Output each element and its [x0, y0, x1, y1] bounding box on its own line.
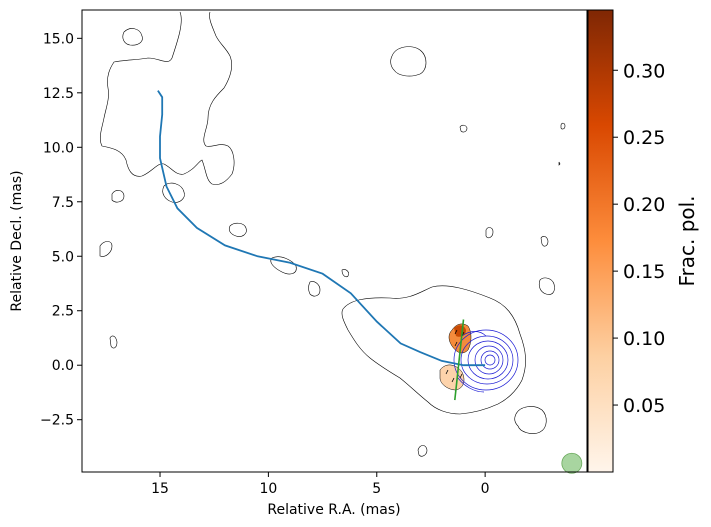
- outer-contours: [99, 11, 566, 457]
- x-tick-label: 15: [151, 481, 169, 497]
- blob-contour: [162, 182, 185, 203]
- blob-contour: [538, 277, 555, 295]
- colorbar-tick-label: 0.25: [623, 127, 665, 149]
- blob-contour: [308, 281, 321, 297]
- y-tick-label: 0.0: [52, 358, 74, 374]
- colorbar-tick-label: 0.05: [623, 395, 665, 417]
- core-contour: [341, 285, 526, 415]
- plot-frame: [81, 9, 588, 473]
- blob-contour: [99, 241, 113, 257]
- blob-contour: [390, 46, 427, 77]
- y-tick-label: 7.5: [52, 195, 74, 211]
- polarization-axis-line: [454, 319, 465, 401]
- blob-contour: [558, 161, 561, 166]
- evpa-ticks: [445, 329, 465, 383]
- y-tick-label: 12.5: [43, 86, 74, 102]
- colorbar-tick-label: 0.10: [623, 328, 665, 350]
- inner-contours: [453, 329, 519, 393]
- beam-ellipse: [561, 452, 583, 474]
- x-tick-label: 5: [372, 481, 381, 497]
- blob-contour: [485, 227, 494, 239]
- blob-contour: [111, 190, 125, 203]
- colorbar-title: Frac. pol.: [675, 195, 699, 286]
- y-tick-label: −2.5: [40, 413, 74, 429]
- y-tick-label: 2.5: [52, 304, 74, 320]
- y-axis: −2.5 0.0 2.5 5.0 7.5 10.0 12.5 15.0: [40, 31, 82, 429]
- y-tick-label: 10.0: [43, 140, 74, 156]
- diffuse-contour: [100, 11, 235, 185]
- x-axis: 15 10 5 0: [151, 472, 490, 497]
- y-axis-title: Relative Decl. (mas): [9, 170, 25, 311]
- colorbar: [587, 9, 614, 473]
- blob-contour: [270, 256, 297, 275]
- blob-contour: [341, 269, 349, 278]
- x-tick-label: 0: [481, 481, 490, 497]
- colorbar-tick-label: 0.20: [623, 194, 665, 216]
- y-tick-label: 15.0: [43, 31, 74, 47]
- x-axis-title: Relative R.A. (mas): [267, 502, 400, 518]
- blob-contour: [109, 335, 118, 349]
- x-tick-label: 10: [259, 481, 277, 497]
- colorbar-tick-label: 0.15: [623, 261, 665, 283]
- blob-contour: [417, 445, 428, 457]
- colorbar-axis: 0.05 0.10 0.15 0.20 0.25 0.30: [613, 60, 665, 417]
- colorbar-tick-label: 0.30: [623, 60, 665, 82]
- jet-ridge-line: [157, 90, 486, 367]
- blob-contour: [560, 122, 566, 130]
- blob-contour: [514, 406, 547, 434]
- plot-area: [82, 10, 587, 472]
- blob-contour: [122, 28, 143, 46]
- y-tick-label: 5.0: [52, 249, 74, 265]
- blob-contour: [540, 236, 549, 247]
- blob-contour: [228, 222, 247, 237]
- blob-contour: [459, 124, 468, 133]
